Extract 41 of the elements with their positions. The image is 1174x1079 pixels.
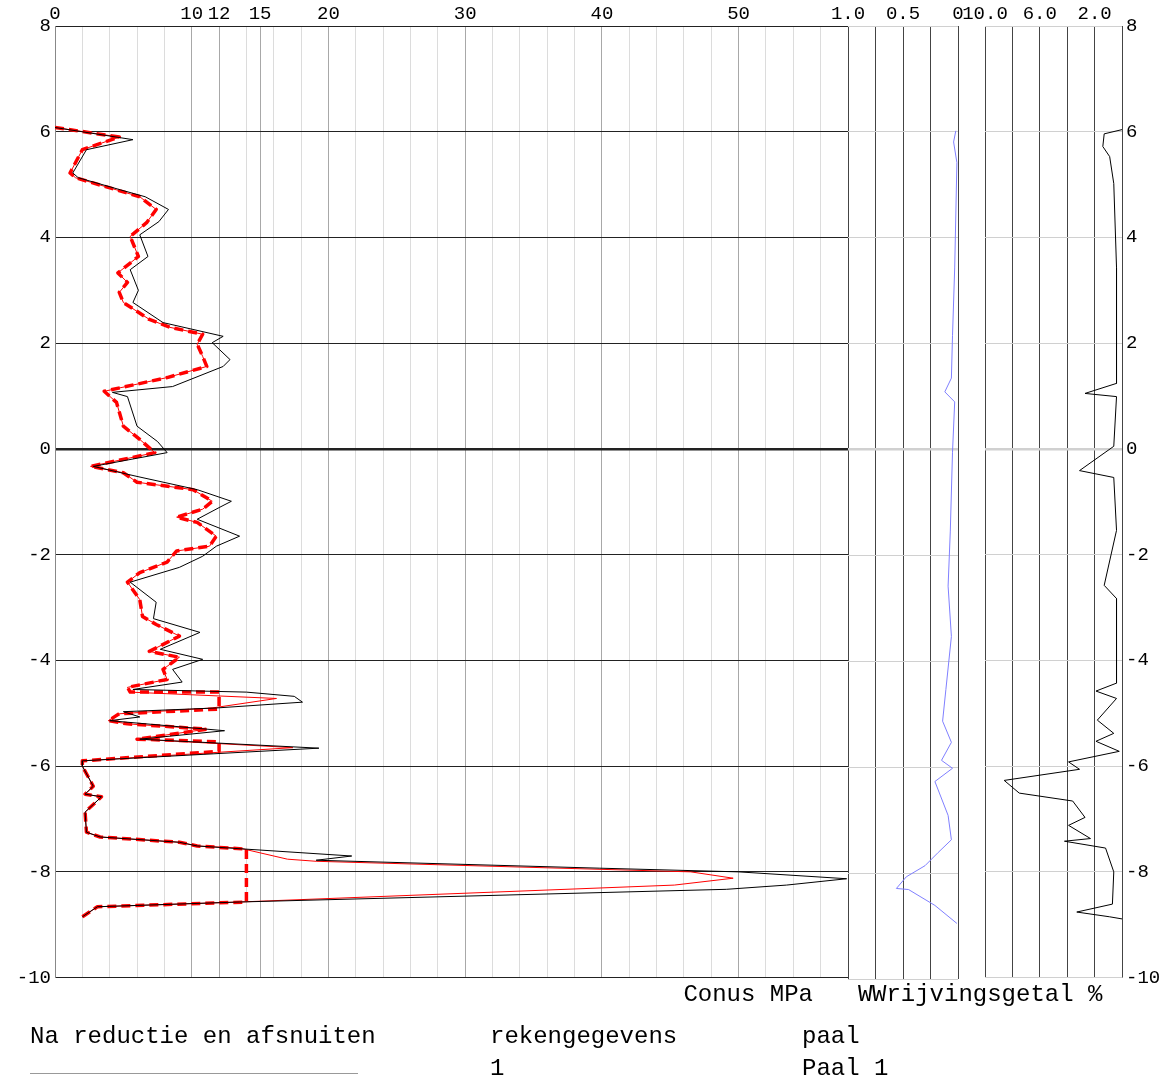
x-axis-title: W <box>858 981 873 1009</box>
y-tick-label: 6 <box>39 120 51 143</box>
x-axis-title: Conus MPa <box>683 981 813 1009</box>
y-tick-label: 8 <box>1126 15 1138 38</box>
y-tick-label: -2 <box>28 543 51 566</box>
y-tick-label: -8 <box>1126 860 1149 883</box>
text: 1 <box>490 1055 505 1079</box>
y-tick-label: -6 <box>1126 755 1149 778</box>
x-tick-label: 15 <box>248 2 272 25</box>
text: paal <box>802 1023 860 1051</box>
y-tick-label: 2 <box>39 332 51 355</box>
y-tick-label: -4 <box>28 649 51 672</box>
x-tick-label: 0.5 <box>885 2 921 25</box>
y-tick-label: 4 <box>39 226 51 249</box>
y-tick-label: -2 <box>1126 543 1149 566</box>
y-tick-label: -4 <box>1126 649 1149 672</box>
x-axis-title: Wrijvingsgetal % <box>872 981 1103 1009</box>
text: rekengegevens <box>490 1023 678 1051</box>
y-tick-label: 4 <box>1126 226 1138 249</box>
y-tick-label: -10 <box>1126 966 1161 989</box>
x-tick-label: 0 <box>952 2 964 25</box>
x-tick-label: 40 <box>590 2 614 25</box>
x-tick-label: 10 <box>180 2 204 25</box>
text: Paal 1 <box>802 1055 889 1079</box>
y-tick-label: 0 <box>39 437 51 460</box>
y-tick-label: -8 <box>28 860 51 883</box>
x-tick-label: 50 <box>727 2 751 25</box>
x-tick-label: 6.0 <box>1022 2 1057 25</box>
y-tick-label: 8 <box>39 15 51 38</box>
x-tick-label: 2.0 <box>1077 2 1112 25</box>
y-tick-label: 6 <box>1126 120 1138 143</box>
x-tick-label: 1.0 <box>830 2 866 25</box>
text: Na reductie en afsnuiten <box>30 1023 376 1051</box>
y-tick-label: 2 <box>1126 332 1138 355</box>
x-tick-label: 20 <box>317 2 340 25</box>
x-tick-label: 30 <box>453 2 477 25</box>
x-tick-label: 10.0 <box>962 2 1008 25</box>
y-tick-label: -6 <box>28 755 51 778</box>
x-tick-label: 12 <box>207 2 231 25</box>
y-tick-label: 0 <box>1126 437 1138 460</box>
y-tick-label: -10 <box>16 966 51 989</box>
